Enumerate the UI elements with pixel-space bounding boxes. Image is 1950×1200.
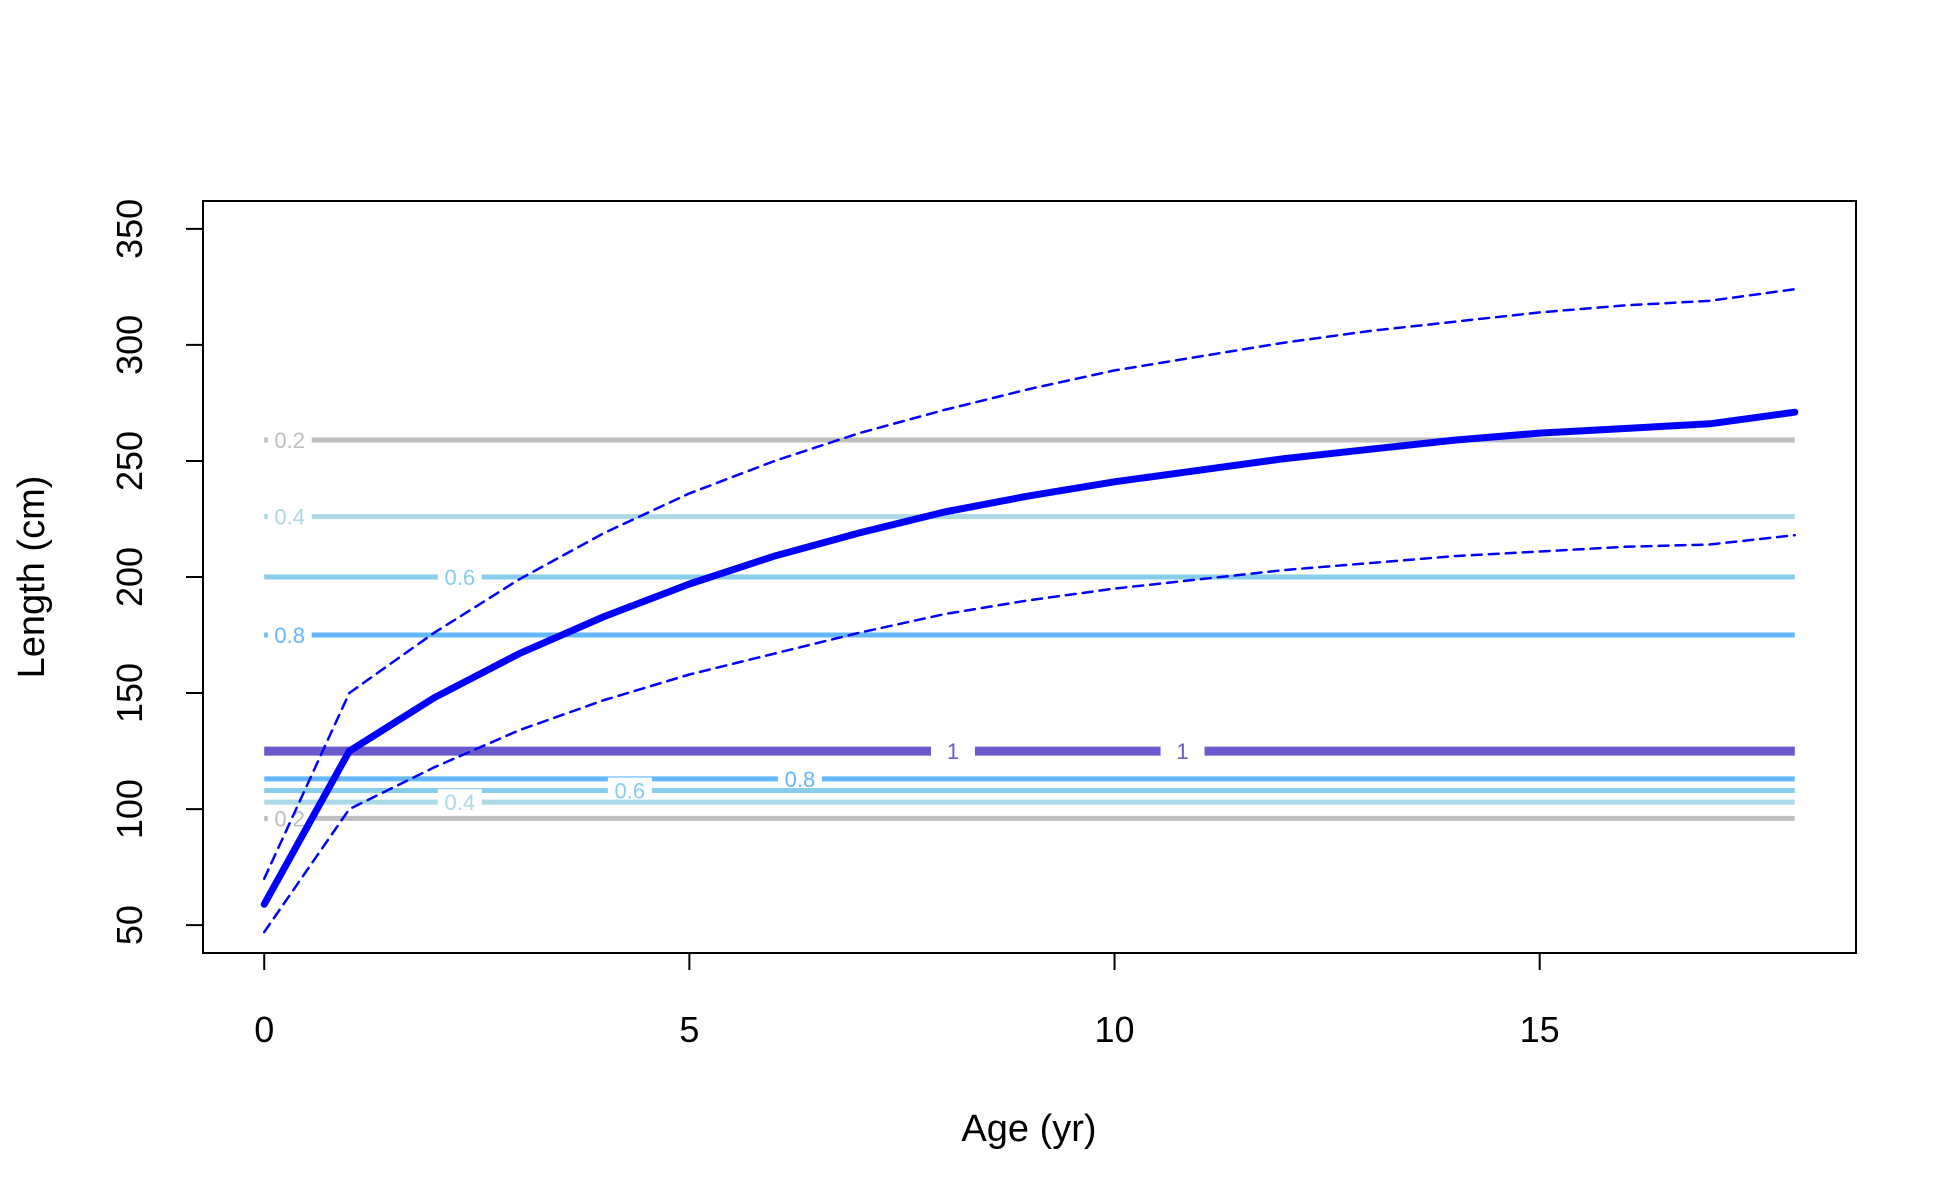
contour-label-06-2-0: 0.6 bbox=[444, 565, 475, 590]
series-line-lower bbox=[262, 533, 1797, 934]
contour-label-02-8-0: 0.2 bbox=[274, 806, 305, 831]
y-axis-title: Length (cm) bbox=[11, 476, 53, 679]
contour-label-gap-4-0 bbox=[930, 738, 975, 765]
y-tick-label-50: 50 bbox=[109, 905, 150, 945]
x-tick-label-10: 10 bbox=[1095, 1009, 1135, 1050]
contour-label-gap-1-0 bbox=[267, 503, 312, 530]
series-line-upper bbox=[262, 287, 1797, 880]
y-tick-label-300: 300 bbox=[109, 315, 150, 375]
x-axis: 0 5 10 15 bbox=[254, 952, 1560, 1050]
y-tick-label-100: 100 bbox=[109, 779, 150, 839]
contour-label-02-0-0: 0.2 bbox=[274, 428, 305, 453]
contour-label-gap-2-0 bbox=[437, 564, 482, 590]
y-tick-label-250: 250 bbox=[109, 431, 150, 491]
contour-label-gap-6-0 bbox=[607, 777, 652, 804]
y-tick-label-150: 150 bbox=[109, 663, 150, 723]
data-series bbox=[260, 287, 1799, 934]
contour-lines: 0.2 0.4 0.6 0.8 1 1 0.8 0.6 0.4 0.2 bbox=[264, 427, 1795, 832]
contour-label-04-7-0: 0.4 bbox=[444, 790, 475, 815]
contour-label-1-4-1: 1 bbox=[1176, 739, 1188, 764]
contour-label-06-6-0: 0.6 bbox=[615, 779, 646, 804]
contour-label-gap-7-0 bbox=[437, 789, 482, 816]
y-tick-label-350: 350 bbox=[109, 199, 150, 259]
contour-label-08-3-0: 0.8 bbox=[274, 623, 305, 648]
x-tick-label-0: 0 bbox=[254, 1009, 274, 1050]
x-tick-label-5: 5 bbox=[679, 1009, 699, 1050]
y-tick-label-200: 200 bbox=[109, 547, 150, 607]
contour-label-gap-5-0 bbox=[777, 765, 822, 792]
contour-label-04-1-0: 0.4 bbox=[274, 505, 305, 530]
contour-label-1-4-0: 1 bbox=[947, 739, 959, 764]
y-axis: 50 100 150 200 250 300 350 bbox=[109, 199, 204, 945]
x-axis-title: Age (yr) bbox=[961, 1108, 1096, 1150]
contour-label-gap-4-1 bbox=[1160, 738, 1205, 765]
contour-label-08-5-0: 0.8 bbox=[785, 767, 816, 792]
x-tick-label-15: 15 bbox=[1520, 1009, 1560, 1050]
contour-label-gap-3-0 bbox=[267, 622, 312, 649]
contour-label-gap-0-0 bbox=[267, 427, 312, 454]
series-line-mean bbox=[260, 408, 1799, 908]
